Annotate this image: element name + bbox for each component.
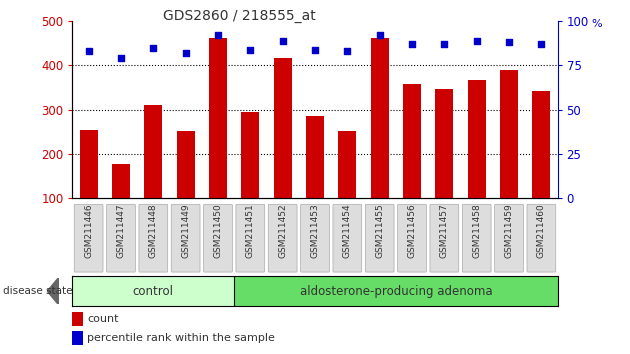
Text: disease state: disease state <box>3 286 72 296</box>
Text: GSM211451: GSM211451 <box>246 204 255 258</box>
Text: control: control <box>133 285 174 298</box>
Bar <box>209 38 227 198</box>
Point <box>245 47 255 52</box>
Point <box>439 41 449 47</box>
Bar <box>468 80 486 198</box>
Point <box>116 56 126 61</box>
Text: GSM211452: GSM211452 <box>278 204 287 258</box>
Point <box>181 50 191 56</box>
Bar <box>80 130 98 198</box>
Bar <box>241 112 259 198</box>
Bar <box>274 57 292 198</box>
Bar <box>338 131 356 198</box>
FancyBboxPatch shape <box>333 204 362 272</box>
Text: GDS2860 / 218555_at: GDS2860 / 218555_at <box>163 9 316 23</box>
FancyBboxPatch shape <box>527 204 556 272</box>
Point <box>213 33 223 38</box>
FancyBboxPatch shape <box>203 204 232 272</box>
FancyBboxPatch shape <box>106 204 135 272</box>
Bar <box>403 84 421 198</box>
Text: GSM211459: GSM211459 <box>505 204 513 258</box>
Point <box>504 40 514 45</box>
FancyBboxPatch shape <box>236 204 265 272</box>
Text: percentile rank within the sample: percentile rank within the sample <box>87 333 275 343</box>
Point <box>278 38 288 44</box>
Text: GSM211448: GSM211448 <box>149 204 158 258</box>
Bar <box>234 276 558 306</box>
FancyBboxPatch shape <box>301 204 329 272</box>
Text: GSM211455: GSM211455 <box>375 204 384 258</box>
FancyBboxPatch shape <box>462 204 491 272</box>
Text: GSM211447: GSM211447 <box>117 204 125 258</box>
FancyBboxPatch shape <box>430 204 459 272</box>
Text: GSM211454: GSM211454 <box>343 204 352 258</box>
Text: GSM211456: GSM211456 <box>408 204 416 258</box>
Text: GSM211458: GSM211458 <box>472 204 481 258</box>
Point <box>472 38 482 44</box>
Text: GSM211449: GSM211449 <box>181 204 190 258</box>
Bar <box>435 89 453 198</box>
Bar <box>306 116 324 198</box>
Text: count: count <box>87 314 118 324</box>
Bar <box>144 105 162 198</box>
Text: GSM211460: GSM211460 <box>537 204 546 258</box>
FancyBboxPatch shape <box>365 204 394 272</box>
FancyBboxPatch shape <box>495 204 524 272</box>
Text: GSM211446: GSM211446 <box>84 204 93 258</box>
FancyBboxPatch shape <box>398 204 427 272</box>
Text: GSM211450: GSM211450 <box>214 204 222 258</box>
Bar <box>532 91 550 198</box>
Bar <box>177 131 195 198</box>
Bar <box>72 331 83 345</box>
Bar <box>500 70 518 198</box>
Point <box>536 41 546 47</box>
Text: aldosterone-producing adenoma: aldosterone-producing adenoma <box>299 285 492 298</box>
FancyBboxPatch shape <box>268 204 297 272</box>
Bar <box>371 38 389 198</box>
Point <box>342 48 352 54</box>
Y-axis label: %: % <box>591 19 602 29</box>
Polygon shape <box>47 278 59 304</box>
Bar <box>72 312 83 326</box>
Point <box>148 45 158 51</box>
Point <box>375 33 385 38</box>
FancyBboxPatch shape <box>139 204 168 272</box>
Bar <box>112 164 130 198</box>
FancyBboxPatch shape <box>74 204 103 272</box>
Text: GSM211453: GSM211453 <box>311 204 319 258</box>
Text: GSM211457: GSM211457 <box>440 204 449 258</box>
Point <box>84 48 94 54</box>
Point <box>407 41 417 47</box>
Bar <box>72 276 234 306</box>
Point <box>310 47 320 52</box>
FancyBboxPatch shape <box>171 204 200 272</box>
